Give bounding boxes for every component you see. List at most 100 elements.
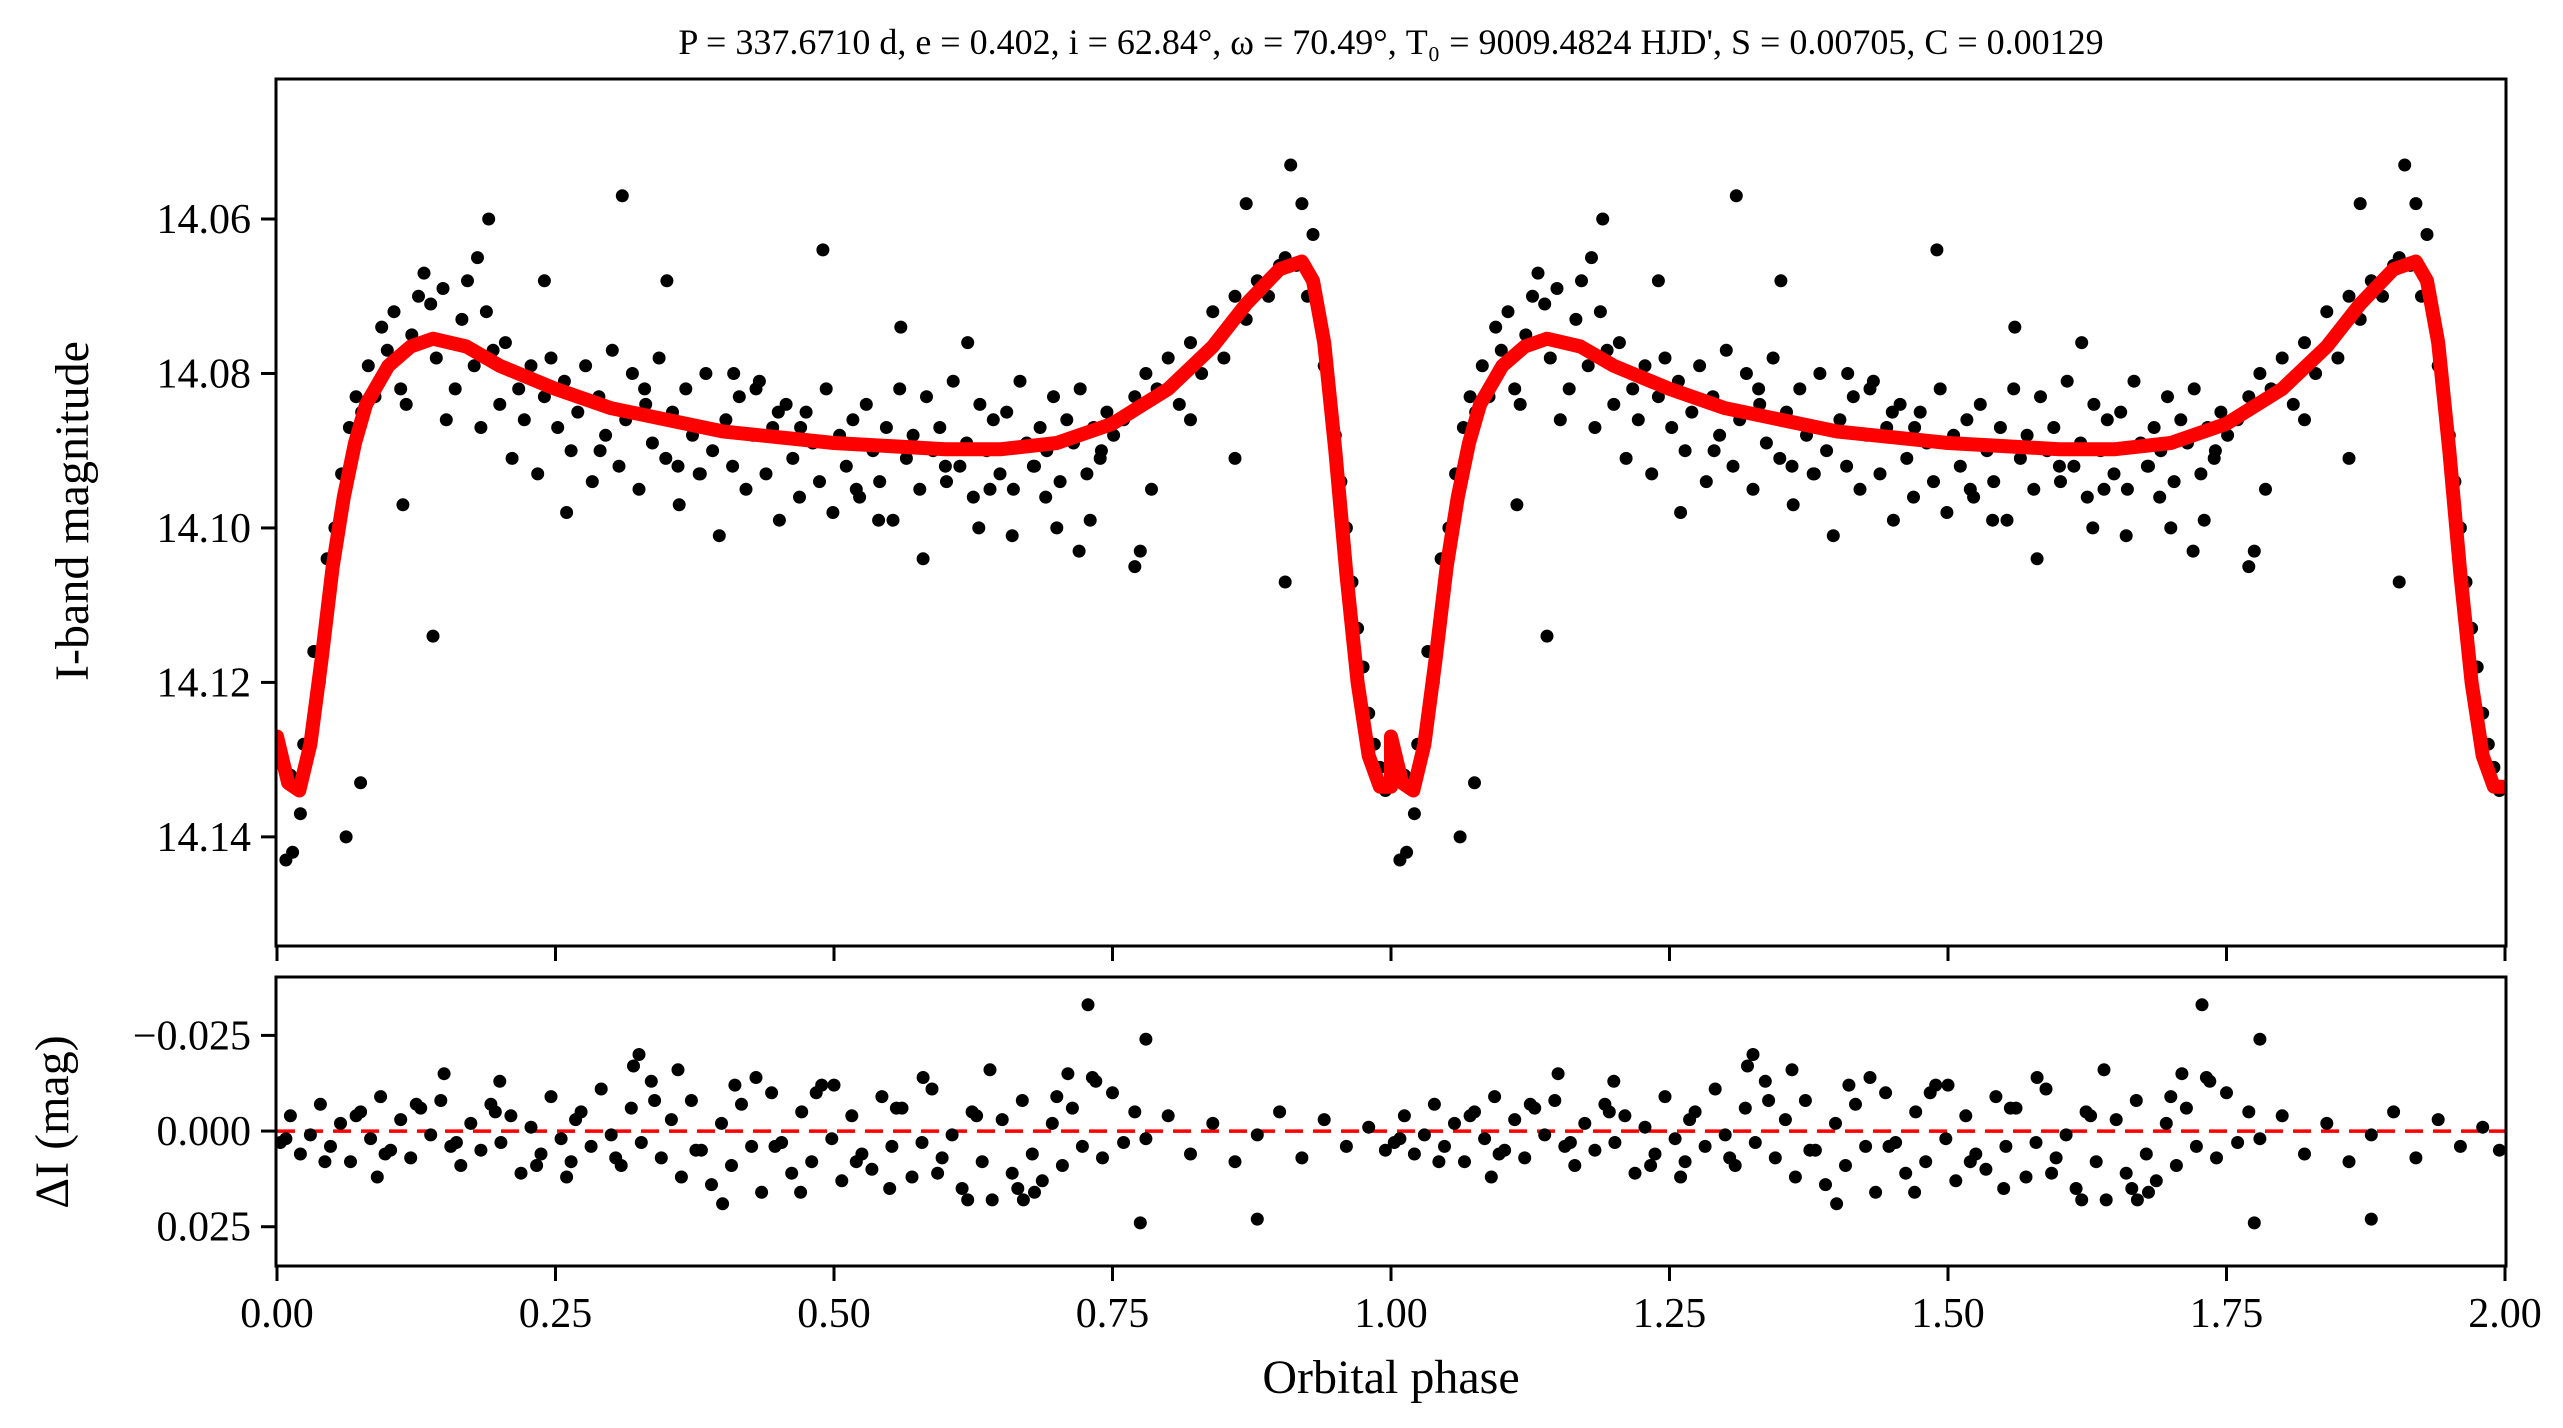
- data-point: [1407, 807, 1421, 821]
- data-point: [1195, 367, 1209, 380]
- data-point: [1053, 475, 1067, 489]
- data-point: [455, 312, 469, 326]
- residual-point: [2164, 1090, 2178, 1104]
- residual-point: [1028, 1185, 1041, 1199]
- residual-point: [915, 1136, 929, 1149]
- data-point: [1284, 158, 1298, 172]
- data-point: [426, 629, 440, 643]
- residual-point: [765, 1086, 779, 1100]
- data-point: [671, 459, 685, 473]
- data-point: [412, 289, 425, 303]
- residual-point: [1748, 1136, 1762, 1149]
- residual-point: [785, 1166, 799, 1180]
- data-point: [1489, 320, 1503, 334]
- data-point: [1678, 444, 1692, 458]
- data-point: [1612, 336, 1626, 350]
- residual-point: [1250, 1128, 1264, 1142]
- residual-point: [449, 1136, 463, 1149]
- x-tick-label: 1.50: [1911, 1291, 1985, 1337]
- residual-point: [1548, 1094, 1562, 1107]
- residual-point: [1849, 1097, 1862, 1111]
- residual-point: [493, 1074, 507, 1088]
- data-point: [1100, 405, 1114, 419]
- data-point: [1050, 521, 1064, 535]
- residual-point: [634, 1136, 648, 1149]
- data-point: [1840, 459, 1854, 473]
- y-tick-label: 0.025: [157, 1205, 252, 1251]
- data-point: [1786, 498, 1800, 512]
- x-tick-label: 1.00: [1354, 1291, 1428, 1337]
- data-point: [1501, 305, 1515, 319]
- data-point: [993, 467, 1007, 481]
- data-point: [1553, 413, 1567, 427]
- data-point: [2275, 351, 2289, 365]
- y-tick-label: 14.08: [157, 351, 252, 397]
- data-point: [1596, 212, 1610, 226]
- residual-point: [1869, 1185, 1883, 1199]
- residual-point: [1602, 1105, 1616, 1119]
- residual-point: [995, 1113, 1009, 1127]
- residual-point: [2129, 1094, 2143, 1107]
- data-point: [1562, 382, 1576, 396]
- residual-point: [434, 1094, 448, 1107]
- data-point: [1005, 529, 1019, 543]
- data-point: [387, 305, 401, 319]
- top-x-ticks: [275, 945, 2507, 961]
- residual-point: [530, 1159, 544, 1172]
- data-point: [615, 189, 629, 203]
- data-point: [638, 382, 652, 396]
- data-point: [894, 320, 908, 334]
- data-point: [474, 421, 488, 434]
- residual-point: [889, 1101, 903, 1115]
- residual-point: [324, 1139, 337, 1153]
- residual-point: [644, 1074, 658, 1088]
- data-point: [1239, 197, 1253, 211]
- data-point: [1013, 374, 1027, 388]
- data-point: [1139, 367, 1153, 380]
- data-point: [493, 397, 507, 411]
- residual-point: [1362, 1120, 1376, 1134]
- data-point: [399, 397, 413, 411]
- residual-point: [1674, 1170, 1688, 1184]
- residual-point: [2203, 1074, 2217, 1088]
- residual-point: [454, 1159, 468, 1172]
- residual-point: [2275, 1109, 2289, 1123]
- residual-point: [1919, 1155, 1933, 1169]
- residual-point: [827, 1078, 841, 1092]
- data-point: [479, 305, 493, 319]
- residual-point: [409, 1097, 423, 1111]
- data-point: [1073, 382, 1087, 396]
- residual-point: [1016, 1193, 1030, 1207]
- residual-point: [544, 1090, 558, 1104]
- data-point: [1540, 629, 1554, 643]
- data-point: [1033, 421, 1047, 434]
- data-point: [1206, 305, 1220, 319]
- residual-point: [1139, 1032, 1153, 1046]
- data-point: [1468, 776, 1481, 790]
- data-point: [537, 390, 551, 404]
- data-point: [1400, 845, 1414, 859]
- data-point: [1759, 436, 1773, 450]
- data-point: [2208, 444, 2222, 458]
- data-point: [551, 421, 565, 434]
- residual-point: [524, 1120, 538, 1134]
- residual-point: [883, 1182, 897, 1195]
- residual-point: [283, 1109, 297, 1123]
- residual-point: [1778, 1113, 1792, 1127]
- data-point: [2259, 482, 2272, 496]
- data-point: [2167, 475, 2181, 489]
- residual-point: [684, 1094, 698, 1107]
- data-point: [2114, 405, 2128, 419]
- residual-point: [1081, 998, 1095, 1012]
- data-point: [1184, 413, 1197, 427]
- data-point: [1028, 459, 1041, 473]
- data-point: [1172, 397, 1186, 411]
- residual-point: [2210, 1151, 2223, 1165]
- residual-point: [2030, 1071, 2044, 1084]
- residual-point: [2069, 1182, 2083, 1195]
- data-point: [786, 451, 800, 465]
- data-point: [396, 498, 410, 512]
- data-point: [505, 451, 519, 465]
- data-point: [946, 374, 960, 388]
- residual-point: [2075, 1193, 2089, 1207]
